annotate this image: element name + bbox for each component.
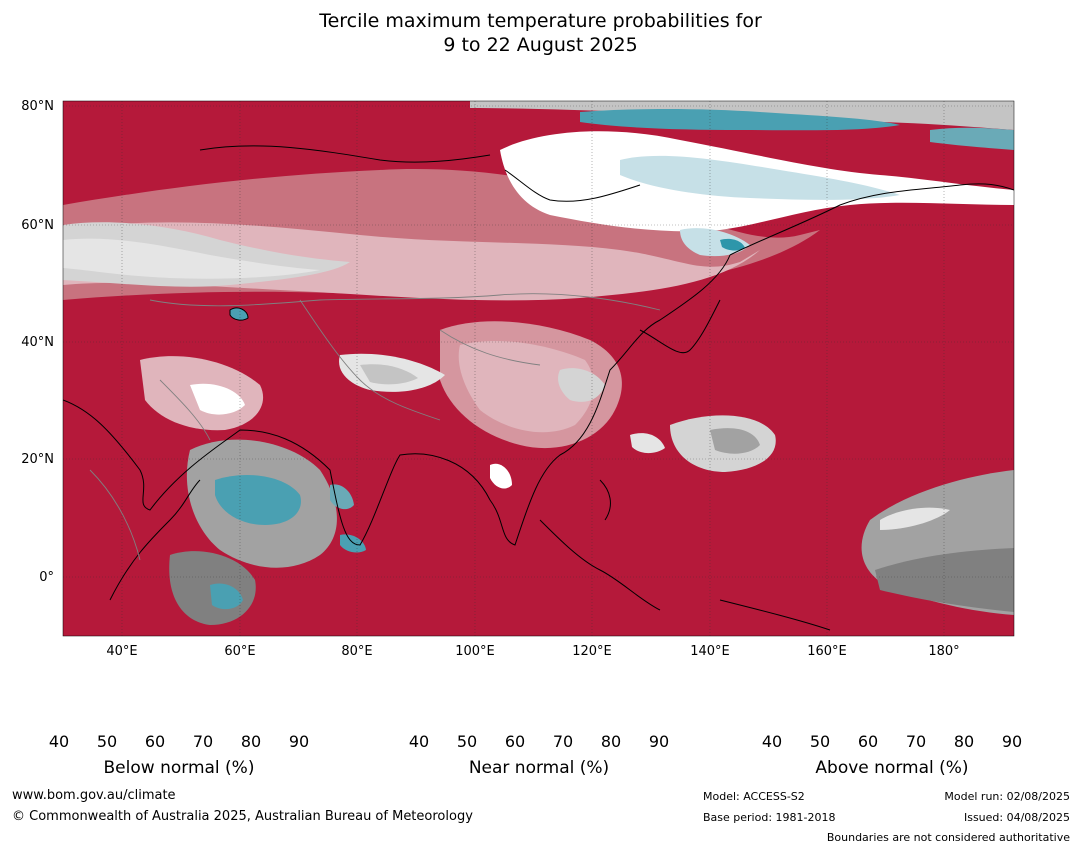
footer-base-period: Base period: 1981-2018 bbox=[703, 811, 836, 824]
lon-label-80e: 80°E bbox=[341, 644, 373, 659]
region-somalia-below bbox=[210, 583, 243, 610]
colorbar-below-tick: 40 bbox=[48, 732, 70, 751]
footer-model: Model: ACCESS-S2 bbox=[703, 790, 805, 803]
map-svg bbox=[9, 100, 1062, 732]
region-pacific-near-2-dark bbox=[875, 548, 1014, 612]
colorbar-below-tick: 80 bbox=[240, 732, 262, 751]
footer-disclaimer: Boundaries are not considered authoritat… bbox=[826, 831, 1070, 844]
chart-title-line2: 9 to 22 August 2025 bbox=[443, 34, 638, 56]
footer-model-run: Model run: 02/08/2025 bbox=[944, 790, 1070, 803]
region-arctic-sea-below-2 bbox=[930, 127, 1014, 150]
region-arabian-sea-below bbox=[215, 475, 301, 525]
colorbar-near-tick: 80 bbox=[600, 732, 622, 751]
lon-label-140e: 140°E bbox=[690, 644, 730, 659]
colorbar-near-tick: 50 bbox=[456, 732, 478, 751]
graticule bbox=[63, 101, 1014, 636]
region-ceylon-below bbox=[340, 534, 366, 553]
region-caspian-below bbox=[230, 307, 248, 321]
region-china-near bbox=[558, 368, 605, 402]
colorbar-above-title: Above normal (%) bbox=[815, 758, 969, 778]
lat-label-20n: 20°N bbox=[21, 452, 54, 467]
colorbar-above-tick: 90 bbox=[1001, 732, 1023, 751]
lat-label-60n: 60°N bbox=[21, 218, 54, 233]
region-pacific-near-2-light bbox=[880, 507, 950, 530]
lon-label-40e: 40°E bbox=[106, 644, 138, 659]
region-china-above-light bbox=[458, 340, 594, 433]
lon-label-120e: 120°E bbox=[572, 644, 612, 659]
region-indochina-white bbox=[490, 463, 512, 489]
colorbar-above-tick: 70 bbox=[905, 732, 927, 751]
colorbar-near-tick: 70 bbox=[552, 732, 574, 751]
region-bay-of-bengal-below bbox=[330, 484, 354, 510]
colorbar-near-title: Near normal (%) bbox=[468, 758, 610, 778]
map-frame bbox=[62, 100, 1015, 637]
region-tibet-grey bbox=[360, 364, 418, 385]
region-sea-china-near bbox=[630, 433, 665, 454]
colorbar-near-tick: 90 bbox=[648, 732, 670, 751]
region-pacific-near-1-dark bbox=[710, 428, 760, 454]
region-near-normal-west-light bbox=[63, 238, 320, 279]
map-area bbox=[9, 100, 1062, 732]
colorbar-near-tick: 40 bbox=[408, 732, 430, 751]
colorbar-below-tick: 50 bbox=[96, 732, 118, 751]
footer-website[interactable]: www.bom.gov.au/climate bbox=[12, 788, 176, 803]
footer-copyright: © Commonwealth of Australia 2025, Austra… bbox=[12, 809, 473, 824]
colorbar-above-tick: 60 bbox=[857, 732, 879, 751]
lon-label-160e: 160°E bbox=[807, 644, 847, 659]
colorbar-near-tick: 60 bbox=[504, 732, 526, 751]
lon-label-60e: 60°E bbox=[224, 644, 256, 659]
lat-label-80n: 80°N bbox=[21, 99, 54, 114]
lat-label-0: 0° bbox=[39, 570, 54, 585]
coastlines bbox=[63, 145, 1014, 631]
colorbar-above-tick: 50 bbox=[809, 732, 831, 751]
country-borders bbox=[89, 293, 661, 561]
region-east-siberia-below-dark bbox=[720, 238, 745, 251]
region-arctic-below-light bbox=[620, 155, 900, 200]
colorbar-below-title: Below normal (%) bbox=[103, 758, 255, 778]
colorbar-above-tick: 40 bbox=[761, 732, 783, 751]
region-mideast-white bbox=[190, 383, 245, 415]
lat-label-40n: 40°N bbox=[21, 335, 54, 350]
colorbar-below-tick: 70 bbox=[192, 732, 214, 751]
chart-title-line1: Tercile maximum temperature probabilitie… bbox=[319, 10, 762, 32]
region-arctic-sea-below bbox=[580, 109, 900, 131]
colorbar-below-tick: 60 bbox=[144, 732, 166, 751]
footer-issued: Issued: 04/08/2025 bbox=[963, 811, 1070, 824]
lon-label-180: 180° bbox=[928, 644, 960, 659]
lon-label-100e: 100°E bbox=[455, 644, 495, 659]
colorbar-above-tick: 80 bbox=[953, 732, 975, 751]
colorbar-below-tick: 90 bbox=[288, 732, 310, 751]
